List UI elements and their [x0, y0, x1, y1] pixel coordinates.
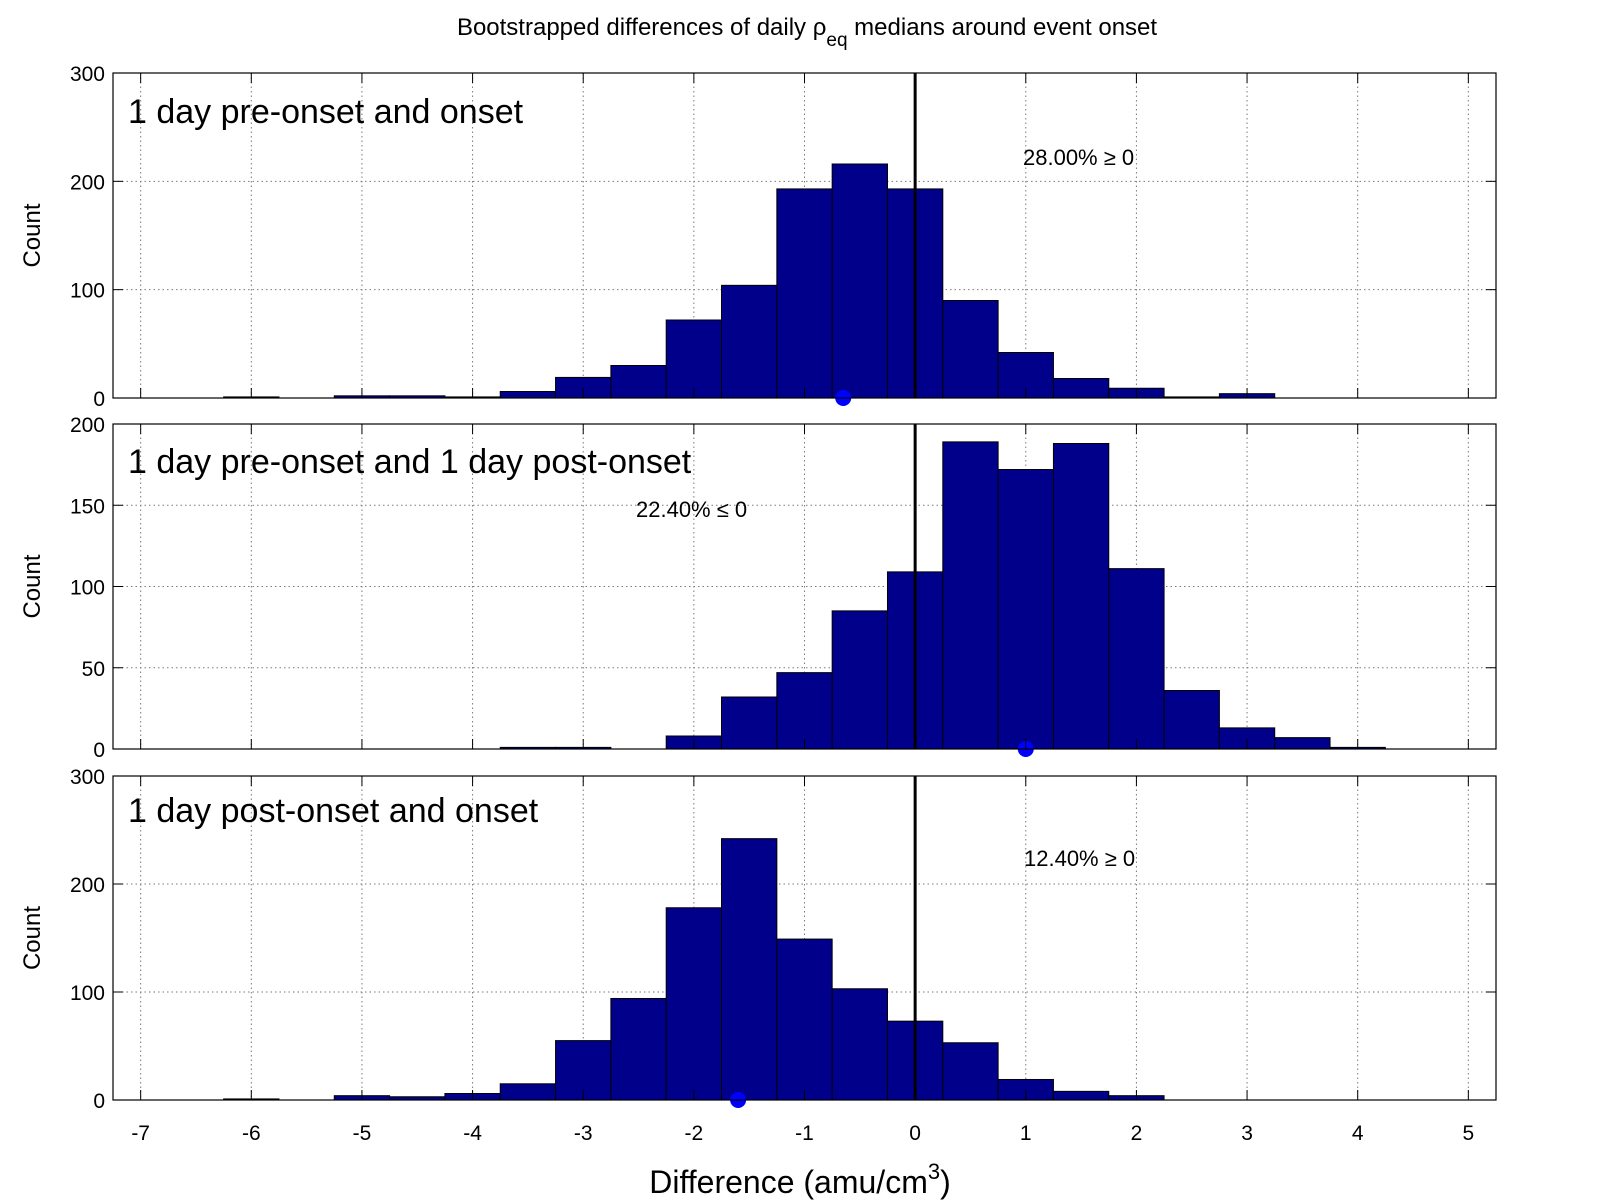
y-tick-label: 200 — [70, 414, 105, 437]
x-tick-label: 0 — [909, 1122, 921, 1145]
histogram-bar — [831, 988, 888, 1101]
x-tick-label: -6 — [242, 1122, 261, 1145]
y-tick-label: 300 — [70, 766, 105, 789]
histogram-bar — [1052, 1090, 1110, 1101]
histogram-bar — [499, 1083, 557, 1101]
y-tick-label: 100 — [70, 577, 105, 600]
histogram-bar — [721, 696, 778, 750]
y-tick-label: 50 — [82, 658, 105, 681]
x-axis-label: Difference (amu/cm3) — [649, 1159, 951, 1200]
panel-title: 1 day post-onset and onset — [128, 792, 539, 830]
histogram-bar — [610, 997, 667, 1101]
x-tick-label: -3 — [574, 1122, 593, 1145]
panel-title: 1 day pre-onset and onset — [128, 93, 524, 131]
histogram-bar — [721, 838, 778, 1101]
x-tick-label: 1 — [1020, 1122, 1032, 1145]
histogram-panel-1: 0 100 200 300 Count 1 day pre-onset and onset… — [19, 63, 1497, 411]
histogram-panel-2: 0 50 100 150 200 Count 1 day pre-onset and 1 d… — [19, 414, 1497, 762]
x-tick-label: 5 — [1462, 1122, 1474, 1145]
x-tick-label: -5 — [353, 1122, 372, 1145]
x-tick-label: -2 — [685, 1122, 704, 1145]
y-axis-label: Count — [19, 554, 46, 618]
histogram-bar — [665, 319, 723, 399]
y-axis-label: Count — [19, 906, 46, 970]
histogram-bar — [1052, 378, 1110, 399]
histogram-bar — [942, 300, 999, 399]
y-tick-label: 0 — [93, 739, 105, 762]
x-tick-label: -4 — [463, 1122, 482, 1145]
histogram-bar — [1052, 443, 1110, 750]
histogram-bar — [665, 907, 723, 1101]
x-tick-label: 3 — [1241, 1122, 1253, 1145]
percentage-annotation: 22.40% ≤ 0 — [636, 497, 747, 522]
y-tick-label: 150 — [70, 495, 105, 518]
percentage-annotation: 12.40% ≥ 0 — [1024, 846, 1135, 871]
x-tick-label: -7 — [131, 1122, 150, 1145]
histogram-bar — [721, 284, 778, 399]
histogram-bar — [997, 469, 1054, 750]
figure-title: Bootstrapped differences of daily ρeq me… — [457, 14, 1157, 51]
histogram-bar — [942, 1042, 999, 1101]
x-tick-label: 4 — [1352, 1122, 1364, 1145]
y-tick-label: 100 — [70, 982, 105, 1005]
panel-title: 1 day pre-onset and 1 day post-onset — [128, 443, 692, 481]
percentage-annotation: 28.00% ≥ 0 — [1023, 145, 1134, 170]
histogram-bar — [1163, 690, 1220, 750]
histogram-bar — [1108, 568, 1165, 750]
histogram-bar — [499, 391, 557, 399]
y-tick-label: 100 — [70, 280, 105, 303]
histogram-panel-3: 0 100 200 300 -7 -6 -5 -4 -3 -2 -1 0 1 2 3 4 5 Count 1 day… — [19, 766, 1497, 1145]
x-tick-label: -1 — [795, 1122, 814, 1145]
histogram-bar — [1274, 737, 1331, 750]
y-axis-label: Count — [19, 203, 46, 267]
histogram-bar — [831, 163, 888, 399]
histogram-bar — [776, 672, 833, 750]
histogram-bar — [776, 188, 833, 399]
histogram-bar — [776, 938, 833, 1101]
histogram-bar — [831, 610, 888, 750]
y-tick-label: 300 — [70, 63, 105, 86]
y-tick-label: 200 — [70, 874, 105, 897]
y-tick-label: 0 — [93, 1090, 105, 1113]
y-tick-label: 0 — [93, 388, 105, 411]
y-tick-label: 200 — [70, 171, 105, 194]
x-tick-label: 2 — [1131, 1122, 1143, 1145]
histogram-bar — [942, 441, 999, 750]
histogram-bar — [610, 365, 667, 399]
